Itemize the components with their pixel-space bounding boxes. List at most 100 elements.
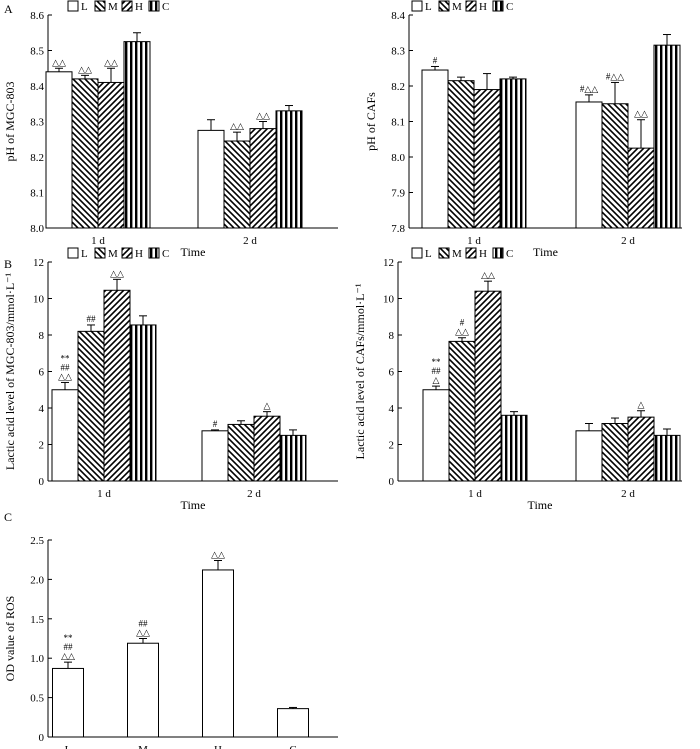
bar-c: [653, 44, 681, 229]
bar-h: [103, 289, 131, 482]
bar-m: [71, 78, 99, 229]
bar-l: [197, 129, 225, 229]
y-tick-label: 8: [389, 330, 395, 342]
bar-l: [422, 389, 450, 482]
y-tick-label: 7.8: [391, 223, 405, 235]
legend-swatch-m: [94, 247, 106, 259]
x-tick-label: 2 d: [621, 488, 635, 500]
y-axis-label: Lactic acid level of CAFs/mmol·L⁻¹: [353, 283, 367, 459]
bar-m: [601, 423, 629, 482]
significance-mark: △△: [61, 651, 75, 661]
y-tick-label: 8.4: [30, 81, 44, 93]
legend-label: C: [506, 248, 513, 260]
x-tick-label: 1 d: [467, 235, 481, 247]
legend-label: L: [425, 1, 432, 13]
significance-mark: △△: [52, 57, 66, 67]
bar-c: [275, 110, 303, 229]
bar-m: [227, 423, 255, 482]
y-tick-label: 6: [39, 367, 45, 379]
bar-c: [500, 414, 528, 482]
legend-label: C: [506, 1, 513, 13]
y-tick-label: 8.5: [30, 46, 44, 58]
y-tick-label: 10: [33, 294, 45, 306]
bar-m: [223, 140, 251, 229]
legend-swatch-c: [492, 0, 504, 12]
y-tick-label: 12: [33, 257, 44, 269]
y-tick-label: 10: [383, 294, 395, 306]
legend-label: M: [108, 1, 118, 13]
y-axis-label: OD value of ROS: [3, 596, 17, 682]
bar-m: [448, 340, 476, 482]
legend-label: L: [81, 248, 88, 260]
significance-mark: △△: [634, 109, 648, 119]
y-tick-label: 8.3: [30, 117, 44, 129]
significance-mark: **: [432, 357, 442, 367]
legend-swatch-l: [411, 247, 423, 259]
significance-mark: △△: [481, 270, 495, 280]
bar-m: [601, 103, 629, 229]
chart-ph-cafs: 7.8 7.9 8.0 8.1 8.2 8.3 8.4 pH of CAFs 1 d 2 d Tim…: [364, 0, 682, 259]
y-tick-label: 7.9: [391, 188, 405, 200]
bar-l: [51, 389, 79, 482]
y-tick-label: 8.0: [391, 152, 405, 164]
significance-mark: #: [213, 419, 218, 429]
significance-mark: ##: [432, 366, 442, 376]
legend-swatch-l: [411, 0, 423, 12]
panel-label: A: [4, 2, 13, 16]
chart-lactic-mgc803: 0 2 4 6 8 10 12 Lactic acid level of MGC-803/mm…: [3, 247, 338, 512]
y-tick-label: 4: [389, 403, 395, 415]
legend-swatch-m: [438, 0, 450, 12]
significance-mark: ##: [139, 619, 149, 629]
legend-label: H: [135, 248, 143, 260]
y-tick-label: 2: [389, 440, 395, 452]
y-tick-label: 0.5: [30, 693, 44, 705]
significance-mark: ##: [64, 642, 74, 652]
significance-mark: △△: [136, 628, 150, 638]
significance-mark: △△: [110, 268, 124, 278]
legend-label: C: [162, 248, 169, 260]
legend-label: L: [425, 248, 432, 260]
bar-c: [499, 78, 527, 229]
legend-swatch-m: [438, 247, 450, 259]
x-tick-label: 1 d: [97, 488, 111, 500]
legend-label: M: [108, 248, 118, 260]
y-tick-label: 8.6: [30, 10, 44, 22]
x-tick-label: 1 d: [91, 235, 105, 247]
legend-swatch-h: [121, 247, 133, 259]
bar-ros: [127, 642, 159, 738]
legend-swatch-c: [148, 247, 160, 259]
legend-swatch-c: [148, 0, 160, 12]
chart-ros: 00.51.01.52.02.5OD value of ROSLMHCC△△##…: [3, 510, 338, 749]
significance-mark: △△: [78, 64, 92, 74]
bar-l: [201, 430, 229, 482]
y-tick-label: 8.3: [391, 46, 405, 58]
y-axis-label: pH of CAFs: [364, 92, 378, 151]
y-tick-label: 8.2: [391, 81, 405, 93]
x-axis-label: Time: [533, 245, 558, 259]
bar-c: [653, 434, 681, 482]
y-tick-label: 12: [383, 257, 394, 269]
significance-mark: #△△: [606, 71, 624, 81]
bar-l: [45, 71, 73, 229]
legend-label: M: [452, 248, 462, 260]
bar-h: [253, 415, 281, 482]
significance-mark: #: [433, 55, 438, 65]
bar-ros: [52, 667, 84, 738]
x-tick-label: 2 d: [621, 235, 635, 247]
y-tick-label: 1.0: [30, 653, 44, 665]
bar-c: [129, 324, 157, 482]
legend-swatch-m: [94, 0, 106, 12]
y-tick-label: 2: [39, 440, 45, 452]
significance-mark: △: [264, 401, 271, 411]
legend-swatch-h: [465, 0, 477, 12]
bar-c: [279, 434, 307, 482]
bar-ros: [277, 708, 309, 738]
legend-swatch-h: [465, 247, 477, 259]
bar-m: [447, 80, 475, 229]
y-tick-label: 4: [39, 403, 45, 415]
bar-m: [77, 330, 105, 482]
y-tick-label: 0: [39, 732, 45, 744]
y-tick-label: 2.0: [30, 574, 44, 586]
bar-h: [473, 89, 501, 229]
